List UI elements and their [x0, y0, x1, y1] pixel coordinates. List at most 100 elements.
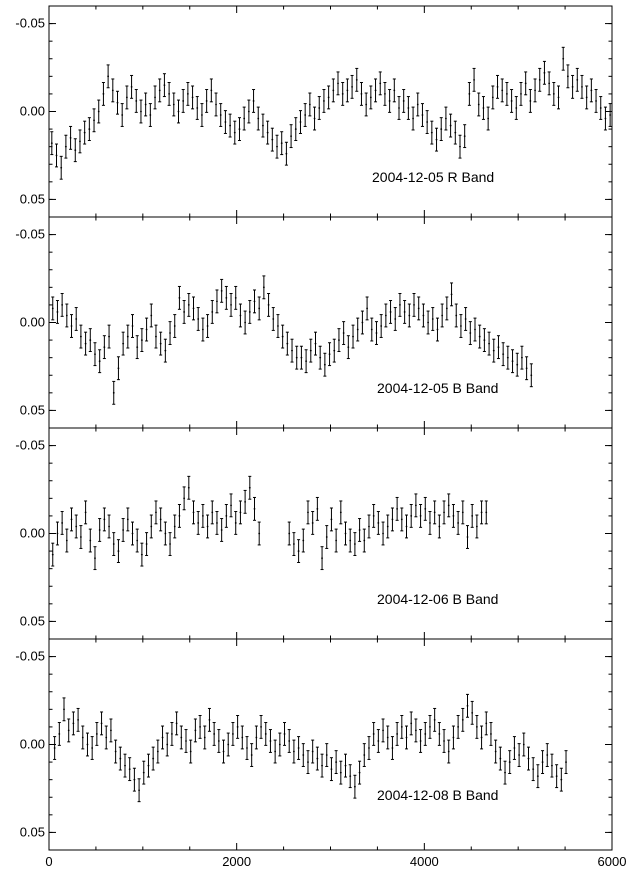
panel-1-data-point: [445, 117, 447, 120]
panel-3-data-point: [316, 507, 319, 510]
panel-2-data-point: [328, 353, 331, 356]
panel-1-data-point: [177, 110, 180, 113]
panel-2-data-point: [305, 360, 308, 363]
panel-3-data-point: [330, 518, 333, 521]
panel-1-data-point: [247, 110, 250, 113]
panel-3-data-point: [382, 532, 384, 535]
panel-2-data-point: [122, 342, 125, 345]
panel-2-data-point: [51, 307, 54, 310]
panel-3-data-point: [211, 511, 214, 514]
panel-4-data-point: [91, 747, 94, 749]
panel-1-data-point: [435, 138, 438, 141]
panel-4-data-point: [166, 743, 169, 746]
panel-4-data-point: [353, 785, 356, 788]
panel-1-data-point: [501, 89, 504, 92]
panel-2-frame: [48, 216, 613, 429]
panel-4-data-point: [133, 778, 136, 781]
panel-1-data-point: [337, 82, 339, 85]
panel-4-data-point: [222, 750, 225, 753]
panel-1-data-point: [140, 110, 142, 113]
panel-3-data-point: [372, 515, 375, 517]
panel-1-data-point: [318, 107, 321, 109]
panel-3-data-point: [117, 550, 120, 552]
panel-4-data-point: [372, 733, 375, 735]
panel-2-data-point: [384, 314, 387, 317]
panel-1-data-point: [426, 121, 429, 123]
panel-4-data-point: [560, 778, 563, 781]
panel-1-data-point: [571, 85, 574, 88]
panel-3-data-point: [61, 522, 64, 524]
panel-4-data-point: [255, 736, 258, 739]
panel-1-data-point: [55, 154, 58, 157]
panel-3-ytick-label: -0.05: [15, 438, 45, 453]
panel-1-data-point: [341, 93, 344, 95]
panel-3-data-point: [70, 518, 73, 521]
panel-4-frame: [48, 638, 613, 851]
panel-4-data-point: [424, 733, 427, 735]
panel-2-data-point: [272, 318, 275, 320]
panel-2-data-point: [408, 314, 411, 317]
panel-1-data-point: [172, 103, 175, 106]
panel-1-data-point: [238, 128, 241, 130]
panel-3-data-point: [84, 511, 87, 514]
panel-4-data-point: [119, 757, 122, 760]
panel-1-data-point: [280, 142, 283, 145]
panel-3-data-point: [353, 543, 356, 545]
panel-4-data-point: [194, 729, 197, 732]
panel-1-data-point: [599, 107, 602, 109]
panel-1-data-point: [491, 96, 494, 99]
panel-2-data-point: [314, 342, 317, 345]
panel-4-data-point: [302, 754, 305, 756]
panel-1-data-point: [566, 75, 569, 78]
panel-3-data-point: [344, 532, 347, 535]
panel-3-data-point: [173, 525, 176, 528]
panel-1-data-point: [50, 142, 53, 145]
panel-3-data-point: [480, 511, 483, 514]
panel-2-data-point: [192, 307, 195, 310]
panel-4-data-point: [452, 736, 455, 739]
panel-3-data-point: [258, 532, 261, 535]
panel-1-data-point: [74, 149, 77, 152]
panel-2-data-point: [216, 300, 218, 303]
panel-3-data-point: [253, 507, 256, 510]
panel-1-data-point: [440, 128, 443, 130]
panel-1-data-point: [121, 114, 124, 116]
panel-4-data-point: [344, 764, 347, 767]
panel-4-data-point: [142, 771, 145, 774]
panel-4-data-point: [63, 708, 65, 711]
panel-3-data-point: [140, 553, 143, 556]
panel-3-data-point: [410, 515, 413, 517]
panel-3-data-point: [471, 515, 474, 517]
panel-3-data-point: [51, 553, 54, 556]
panel-4-data-point: [490, 733, 492, 735]
panel-2-data-point: [366, 307, 368, 310]
panel-1-data-point: [595, 100, 597, 102]
panel-4-data-point: [227, 743, 230, 746]
panel-4-data-point: [368, 747, 370, 749]
panel-1-data-point: [543, 71, 546, 74]
panel-4-data-point: [297, 747, 300, 749]
panel-1-data-point: [529, 100, 532, 102]
panel-4-data-point: [260, 726, 262, 728]
panel-4-data-point: [156, 750, 159, 753]
panel-2-data-point: [61, 304, 64, 306]
panel-2-data-point: [117, 367, 120, 370]
panel-3-ytick-label: 0.00: [20, 526, 45, 541]
panel-2-data-point: [197, 318, 200, 320]
panel-2-data-point: [431, 318, 434, 320]
xtick-label: 6000: [598, 854, 627, 869]
panel-4-data-point: [105, 736, 108, 739]
panel-3-data-point: [414, 504, 417, 507]
panel-1-data-point: [412, 117, 414, 120]
panel-1-data-point: [477, 103, 480, 106]
panel-1-data-point: [163, 84, 166, 87]
panel-1-ytick-label: 0.05: [20, 191, 45, 206]
panel-1-data-point: [398, 107, 400, 109]
panel-2-data-point: [239, 314, 242, 317]
panel-2-data-point: [164, 349, 167, 352]
panel-2-data-point: [277, 325, 279, 327]
panel-3-data-point: [405, 525, 408, 528]
panel-2-data-point: [89, 339, 92, 341]
panel-2-data-point: [413, 304, 415, 306]
panel-3-label: 2004-12-06 B Band: [377, 591, 498, 607]
